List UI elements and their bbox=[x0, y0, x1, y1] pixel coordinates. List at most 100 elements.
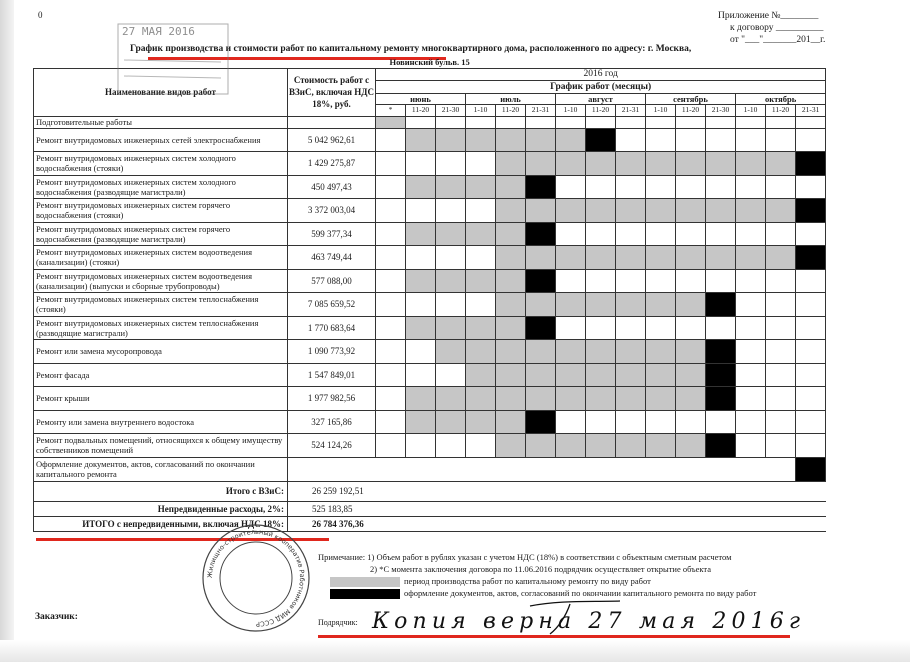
empty-cell bbox=[675, 115, 706, 129]
period-header: 21-31 bbox=[794, 103, 827, 117]
empty-cell bbox=[735, 268, 766, 293]
work-period-cell bbox=[675, 151, 706, 176]
month-header: июль bbox=[465, 92, 556, 105]
empty-cell bbox=[465, 198, 496, 223]
empty-cell bbox=[765, 292, 796, 317]
empty-cell bbox=[735, 292, 766, 317]
work-period-cell bbox=[615, 151, 646, 176]
empty-cell bbox=[735, 339, 766, 364]
period-header: 11-20 bbox=[585, 103, 616, 117]
work-period-cell bbox=[495, 245, 526, 270]
appendix-block: Приложение №________ к договору ________… bbox=[718, 10, 825, 46]
table-row: Ремонт или замена мусоропровода 1 090 773… bbox=[33, 339, 827, 364]
work-cost: 7 085 659,52 bbox=[287, 292, 376, 317]
work-period-cell bbox=[495, 339, 526, 364]
legend-gray-swatch bbox=[330, 577, 400, 588]
empty-cell bbox=[375, 268, 406, 293]
empty-cell bbox=[375, 151, 406, 176]
work-period-cell bbox=[525, 151, 556, 176]
work-period-cell bbox=[465, 268, 496, 293]
work-period-cell bbox=[495, 433, 526, 458]
work-period-cell bbox=[735, 151, 766, 176]
empty-cell bbox=[735, 386, 766, 411]
work-cost bbox=[287, 115, 376, 129]
svg-text:Жилищно-строительный кооперати: Жилищно-строительный кооператив Работник… bbox=[206, 528, 306, 628]
period-header: 11-20 bbox=[495, 103, 526, 117]
empty-cell bbox=[405, 151, 436, 176]
work-name: Ремонт внутридомовых инженерных систем г… bbox=[33, 221, 288, 246]
empty-cell bbox=[765, 409, 796, 434]
empty-cell bbox=[794, 386, 827, 411]
work-name: Ремонт внутридомовых инженерных систем т… bbox=[33, 315, 288, 340]
empty-cell bbox=[794, 127, 827, 152]
work-period-cell bbox=[765, 151, 796, 176]
empty-cell bbox=[435, 151, 466, 176]
table-row: Ремонт внутридомовых инженерных систем в… bbox=[33, 245, 827, 270]
empty-cell bbox=[765, 433, 796, 458]
table-row: Ремонт подвальных помещений, относящихся… bbox=[33, 433, 827, 458]
empty-cell bbox=[585, 268, 616, 293]
table-row: Ремонт внутридомовых инженерных систем х… bbox=[33, 174, 827, 199]
handwritten-signature: Копия верна 27 мая 2016г bbox=[371, 600, 800, 635]
work-period-cell bbox=[525, 292, 556, 317]
work-period-cell bbox=[495, 409, 526, 434]
empty-cell bbox=[465, 245, 496, 270]
period-header: 11-20 bbox=[405, 103, 436, 117]
work-period-cell bbox=[495, 362, 526, 387]
empty-cell bbox=[615, 174, 646, 199]
work-cost: 1 090 773,92 bbox=[287, 339, 376, 364]
document-title: График производства и стоимости работ по… bbox=[130, 44, 692, 54]
empty-cell bbox=[794, 268, 827, 293]
empty-cell bbox=[645, 221, 676, 246]
empty-cell bbox=[735, 362, 766, 387]
work-period-cell bbox=[585, 362, 616, 387]
subtotal-value: 26 259 192,51 bbox=[286, 480, 826, 502]
work-period-cell bbox=[585, 339, 616, 364]
work-period-cell bbox=[675, 362, 706, 387]
work-period-cell bbox=[495, 221, 526, 246]
empty-cell bbox=[405, 362, 436, 387]
empty-cell bbox=[735, 315, 766, 340]
work-period-cell bbox=[435, 339, 466, 364]
empty-cell bbox=[615, 127, 646, 152]
work-cost: 524 124,26 bbox=[287, 433, 376, 458]
work-period-cell bbox=[615, 433, 646, 458]
empty-cell bbox=[705, 127, 736, 152]
work-period-cell bbox=[405, 315, 436, 340]
work-period-cell bbox=[585, 292, 616, 317]
empty-cell bbox=[555, 315, 586, 340]
work-period-cell bbox=[495, 386, 526, 411]
documents-cell bbox=[525, 221, 556, 246]
work-cost: 1 429 275,87 bbox=[287, 151, 376, 176]
work-period-cell bbox=[765, 245, 796, 270]
work-period-cell bbox=[555, 362, 586, 387]
work-period-cell bbox=[585, 151, 616, 176]
round-stamp: Жилищно-строительный кооператив Работник… bbox=[202, 524, 310, 632]
work-period-cell bbox=[705, 198, 736, 223]
work-period-cell bbox=[525, 127, 556, 152]
work-period-cell bbox=[585, 433, 616, 458]
work-period-cell bbox=[465, 386, 496, 411]
work-period-cell bbox=[405, 221, 436, 246]
note-1: 1) Объем работ в рублях указан с учетом … bbox=[367, 552, 732, 562]
work-cost: 1 770 683,64 bbox=[287, 315, 376, 340]
subtotal-label: Итого с ВЗиС: bbox=[33, 480, 288, 502]
red-underline bbox=[36, 538, 329, 541]
work-period-cell bbox=[465, 221, 496, 246]
empty-cell bbox=[375, 174, 406, 199]
documents-cell bbox=[705, 433, 736, 458]
empty-cell bbox=[435, 115, 466, 129]
work-period-cell bbox=[645, 245, 676, 270]
empty-cell bbox=[645, 315, 676, 340]
appendix-line: от "___"_______201__г. bbox=[730, 35, 826, 45]
date-stamp: 27 МАЯ 2016 bbox=[117, 23, 229, 95]
table-row: Ремонт внутридомовых инженерных систем х… bbox=[33, 151, 827, 176]
empty-cell bbox=[615, 221, 646, 246]
contractor-label: Подрядчик: bbox=[318, 618, 358, 627]
work-period-cell bbox=[615, 339, 646, 364]
empty-cell bbox=[794, 433, 827, 458]
empty-cell bbox=[375, 245, 406, 270]
empty-cell bbox=[555, 174, 586, 199]
period-header: 21-31 bbox=[615, 103, 646, 117]
work-period-cell bbox=[645, 362, 676, 387]
